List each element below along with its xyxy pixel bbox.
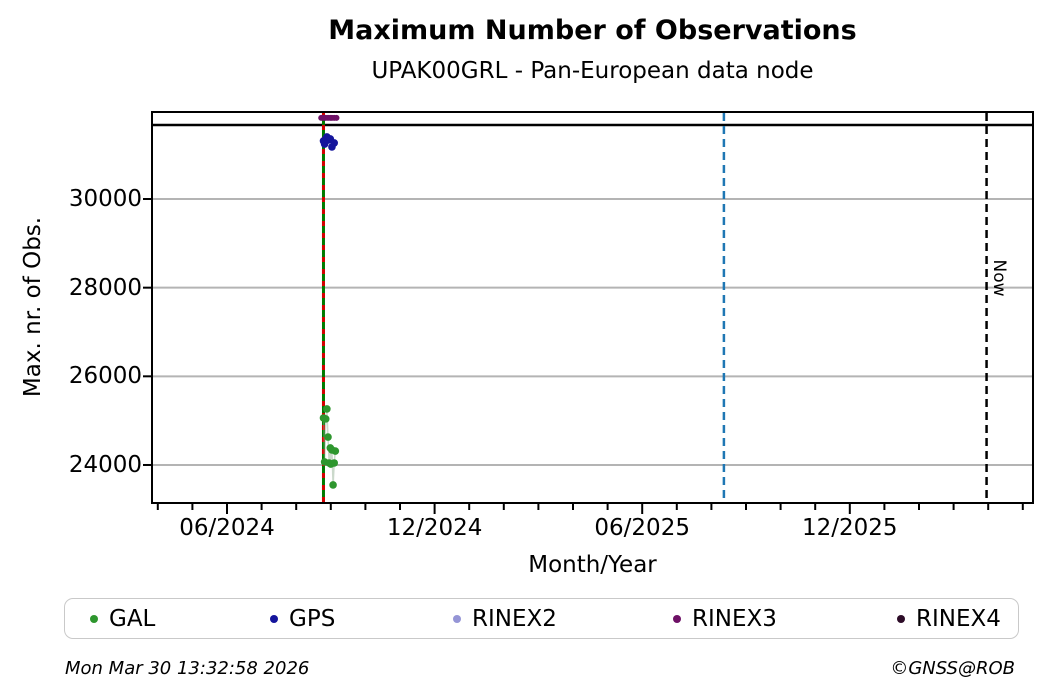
y-tick-label: 26000 <box>68 363 142 390</box>
plot-area <box>143 111 1034 514</box>
legend-marker-icon <box>270 614 278 623</box>
legend-item-gps: GPS <box>270 599 335 638</box>
chart-subtitle: UPAK00GRL - Pan-European data node <box>371 58 814 84</box>
x-axis-label: Month/Year <box>528 552 657 578</box>
data-point-gal <box>324 433 332 441</box>
legend-label: RINEX2 <box>472 605 557 632</box>
credit: ©GNSS@ROB <box>890 658 1015 679</box>
chart-title: Maximum Number of Observations <box>328 15 857 46</box>
data-point-gal <box>321 415 330 423</box>
legend-item-rinex2: RINEX2 <box>453 599 557 638</box>
legend-marker-icon <box>897 614 905 623</box>
y-tick-label: 28000 <box>68 274 142 301</box>
data-point-gal <box>331 447 340 455</box>
data-point-gal <box>329 481 337 489</box>
data-point-gal <box>323 405 331 413</box>
legend-marker-icon <box>90 614 98 623</box>
now-line-label: Now <box>988 259 1009 297</box>
x-tick-label: 06/2024 <box>179 515 275 541</box>
x-tick-label: 06/2025 <box>594 515 690 541</box>
y-tick-label: 30000 <box>68 186 142 212</box>
x-tick-label: 12/2025 <box>802 515 898 541</box>
legend-marker-icon <box>453 614 461 623</box>
data-point-rinex3 <box>333 114 340 121</box>
legend-label: RINEX3 <box>692 605 777 632</box>
y-tick-label: 24000 <box>68 451 142 478</box>
legend-label: GPS <box>289 605 336 632</box>
legend-label: RINEX4 <box>916 605 1001 632</box>
plot-svg <box>143 113 1032 514</box>
y-axis-label: Max. nr. of Obs. <box>20 216 46 398</box>
data-point-gps <box>330 139 339 147</box>
legend: GAL GPS RINEX2 RINEX3 RINEX4 <box>64 598 1019 639</box>
data-point-gal <box>330 459 339 467</box>
legend-label: GAL <box>109 605 156 632</box>
x-tick-label: 12/2024 <box>386 515 483 541</box>
timestamp: Mon Mar 30 13:32:58 2026 <box>65 658 310 679</box>
legend-item-rinex3: RINEX3 <box>673 599 777 638</box>
legend-item-rinex4: RINEX4 <box>897 599 1001 638</box>
legend-marker-icon <box>673 614 681 623</box>
legend-item-gal: GAL <box>90 599 155 638</box>
